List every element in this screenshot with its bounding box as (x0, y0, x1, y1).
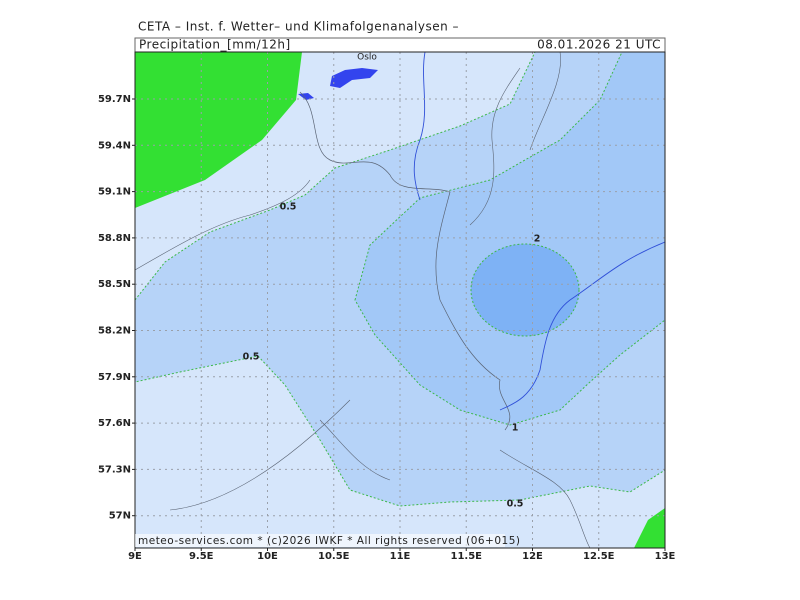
lon-label: 9.5E (189, 551, 214, 562)
land-outside (634, 508, 665, 548)
contour-label: 0.5 (280, 202, 297, 213)
lat-label: 59.7N (98, 94, 131, 105)
lon-label: 13E (655, 551, 676, 562)
lat-label: 57.9N (98, 372, 131, 383)
lake (298, 93, 314, 100)
lat-label: 57.6N (98, 418, 131, 429)
contour-label: 0.5 (507, 499, 524, 510)
contour-label: 0.5 (243, 352, 260, 363)
map-area (135, 52, 665, 548)
contour-label: 1 (512, 423, 519, 434)
lon-label: 11E (390, 551, 411, 562)
lon-label: 10.5E (318, 551, 350, 562)
land-outside (135, 52, 302, 208)
lat-label: 57.3N (98, 464, 131, 475)
lat-label: 59.1N (98, 187, 131, 198)
lon-label: 11.5E (450, 551, 482, 562)
footer-box (135, 534, 505, 547)
lon-label: 12.5E (583, 551, 615, 562)
grid (135, 52, 665, 548)
place-label: Oslo (357, 53, 377, 63)
coastline (299, 91, 511, 431)
valid-time: 08.01.2026 21 UTC (537, 38, 661, 52)
footer: meteo-services.com * (c)2026 IWKF * All … (138, 535, 521, 547)
border (469, 52, 561, 226)
precip-2 (470, 243, 580, 337)
coastline (135, 179, 591, 548)
lat-label: 59.4N (98, 140, 131, 151)
lat-label: 57N (109, 511, 131, 522)
title: CETA – Inst. f. Wetter– und Klimafolgena… (138, 20, 459, 34)
lon-label: 12E (522, 551, 543, 562)
lon-label: 10E (257, 551, 278, 562)
lake (330, 68, 378, 88)
lon-label: 9E (128, 551, 142, 562)
river (413, 52, 665, 411)
lat-label: 58.2N (98, 326, 131, 337)
parameter: Precipitation_[mm/12h] (139, 38, 291, 52)
lat-label: 58.5N (98, 279, 131, 290)
contour-label: 2 (534, 234, 541, 245)
lat-label: 58.8N (98, 233, 131, 244)
